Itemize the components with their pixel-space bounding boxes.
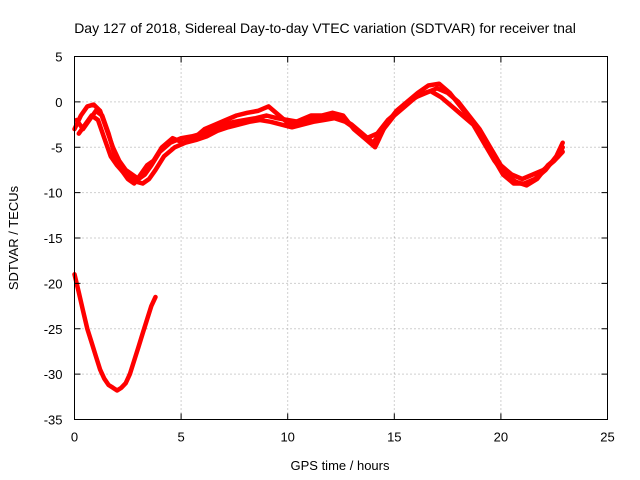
y-tick-label: -25 <box>44 322 63 337</box>
y-tick-label: -30 <box>44 367 63 382</box>
y-tick-label: -20 <box>44 276 63 291</box>
y-axis-label: SDTVAR / TECUs <box>6 185 21 290</box>
y-tick-label: -10 <box>44 186 63 201</box>
chart-title: Day 127 of 2018, Sidereal Day-to-day VTE… <box>74 20 576 36</box>
x-tick-label: 15 <box>387 430 401 445</box>
x-tick-label: 0 <box>71 430 78 445</box>
y-tick-label: -15 <box>44 231 63 246</box>
x-tick-label: 25 <box>600 430 614 445</box>
x-tick-label: 5 <box>177 430 184 445</box>
x-tick-label: 20 <box>494 430 508 445</box>
grid <box>74 56 608 420</box>
y-tick-label: 0 <box>55 95 62 110</box>
series-group <box>72 81 565 393</box>
x-tick-label: 10 <box>280 430 294 445</box>
series-line-track-3 <box>76 88 565 188</box>
y-tick-label: -5 <box>51 140 63 155</box>
axis-ticks: 0 5 10 15 20 25 5 0 -5 -10 -15 -20 -25 -30 -35 <box>44 50 615 445</box>
y-tick-label: 5 <box>55 50 62 65</box>
x-axis-label: GPS time / hours <box>291 458 390 473</box>
series-line-track-4 <box>72 272 158 393</box>
plot-frame <box>74 56 608 420</box>
y-tick-label: -35 <box>44 413 63 428</box>
